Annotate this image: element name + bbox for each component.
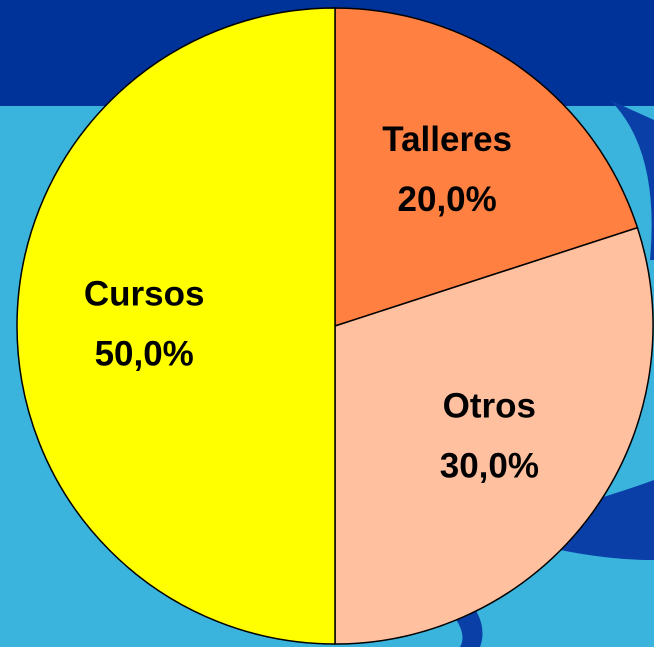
- pie-slice: [16, 7, 336, 645]
- value-label: 20,0%: [398, 180, 497, 219]
- value-label: 30,0%: [440, 446, 539, 485]
- slice-label: Talleres: [382, 120, 512, 159]
- slice-label: Otros: [443, 386, 536, 425]
- pie-slice: [334, 226, 654, 645]
- swoosh: [610, 100, 654, 260]
- value-label: 50,0%: [95, 334, 194, 373]
- pie-slice: [334, 7, 639, 328]
- slice-label: Cursos: [84, 274, 205, 313]
